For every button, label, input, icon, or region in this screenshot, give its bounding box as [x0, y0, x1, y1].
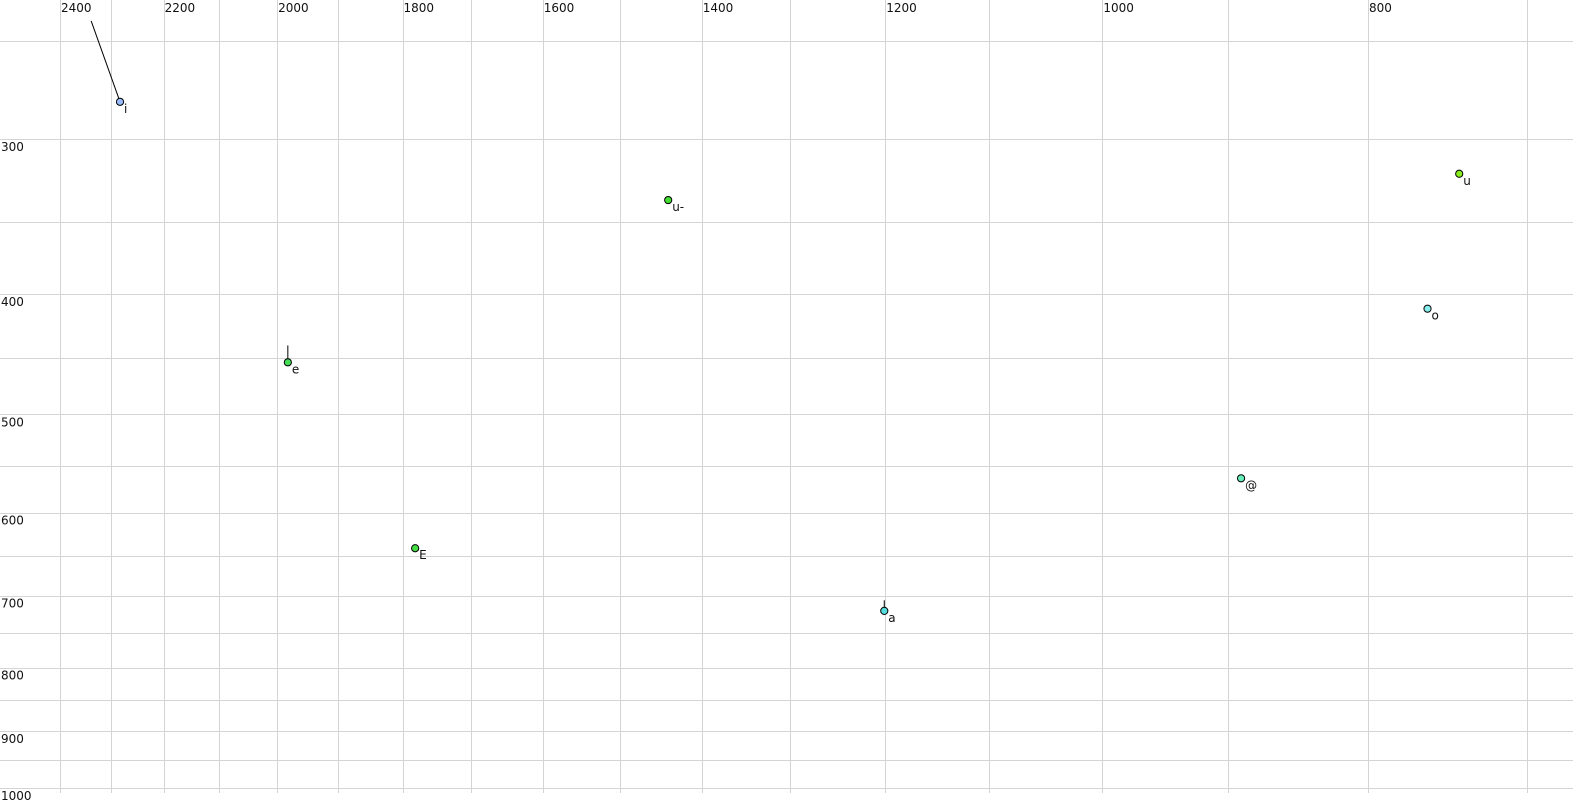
y-tick-label: 800 [1, 669, 24, 683]
vowel-label: o [1432, 309, 1439, 323]
x-tick-label: 1200 [886, 1, 917, 15]
y-tick-label: 1000 [1, 789, 32, 800]
x-tick-label: 1800 [404, 1, 435, 15]
vowel-point-e [283, 358, 292, 367]
y-tick-label: 400 [1, 295, 24, 309]
y-tick-label: 900 [1, 732, 24, 746]
vowel-point-a [880, 606, 889, 615]
x-tick-label: 800 [1369, 1, 1392, 15]
vowel-point-o [1423, 304, 1432, 313]
y-tick-label: 600 [1, 514, 24, 528]
x-tick-label: 2400 [61, 1, 92, 15]
vowel-point-E [411, 544, 420, 553]
vowel-point-u [1455, 169, 1464, 178]
vowel-label: u- [672, 200, 684, 214]
vowel-label: e [292, 362, 299, 376]
vowel-point-i [115, 97, 125, 106]
vowel-label: @ [1245, 478, 1257, 492]
y-tick-label: 700 [1, 597, 24, 611]
y-tick-label: 300 [1, 140, 24, 154]
tick-labels: 2400 2200 2000 1800 1600 1400 1200 1000 800 300 40… [1, 1, 1392, 800]
vowel-label: i [124, 102, 127, 116]
x-tick-label: 1600 [544, 1, 575, 15]
vowel-point-@ [1236, 474, 1246, 483]
y-tick-label: 500 [1, 415, 24, 429]
vowel-label: E [419, 548, 427, 562]
x-tick-label: 2200 [165, 1, 196, 15]
formant-trail-i [90, 20, 121, 102]
data-points: i e u-u o @ Ea [90, 20, 1471, 625]
vowel-point-u- [664, 195, 673, 205]
x-tick-label: 2000 [278, 1, 309, 15]
vowel-label: a [888, 611, 895, 625]
vowel-label: u [1463, 174, 1471, 188]
x-tick-label: 1000 [1103, 1, 1134, 15]
x-tick-label: 1400 [703, 1, 734, 15]
